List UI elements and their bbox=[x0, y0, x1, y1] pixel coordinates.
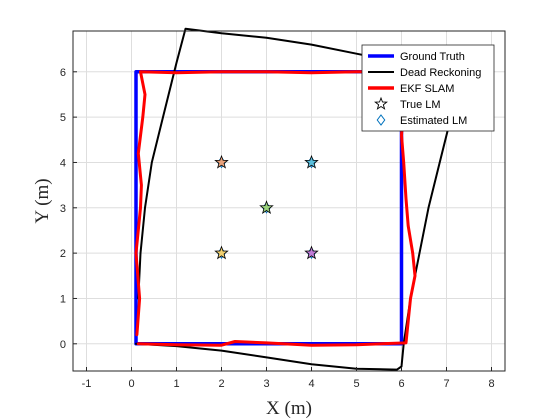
y-tick-label: 4 bbox=[60, 157, 66, 169]
x-tick-label: -1 bbox=[82, 378, 92, 390]
x-axis-label: X (m) bbox=[266, 398, 312, 419]
legend-swatch-true-lm bbox=[374, 96, 388, 110]
axis-ticks: -1 0 1 2 3 4 5 6 7 8 0 1 2 3 4 5 6 bbox=[60, 67, 495, 390]
legend-label-ekf-slam: EKF SLAM bbox=[400, 83, 454, 95]
x-tick-label: 6 bbox=[398, 378, 404, 390]
legend-swatch-estimated-lm bbox=[376, 114, 386, 126]
y-tick-label: 3 bbox=[60, 203, 66, 215]
plot-frame bbox=[72, 30, 506, 372]
x-tick-label: 3 bbox=[263, 378, 269, 390]
x-tick-label: 2 bbox=[218, 378, 224, 390]
y-tick-label: 6 bbox=[60, 67, 66, 79]
true-landmark-marker bbox=[304, 154, 319, 169]
x-tick-label: 4 bbox=[308, 378, 314, 390]
y-tick-label: 0 bbox=[60, 339, 66, 351]
true-landmark-marker bbox=[214, 245, 229, 260]
x-tick-label: 0 bbox=[128, 378, 134, 390]
true-landmark-marker bbox=[214, 154, 229, 169]
legend-label-ground-truth: Ground Truth bbox=[400, 51, 465, 63]
legend-label-true-lm: True LM bbox=[400, 99, 441, 111]
x-tick-label: 7 bbox=[443, 378, 449, 390]
y-tick-label: 2 bbox=[60, 248, 66, 260]
x-tick-label: 5 bbox=[353, 378, 359, 390]
y-tick-label: 5 bbox=[60, 112, 66, 124]
y-tick-label: 1 bbox=[60, 293, 66, 305]
x-tick-label: 1 bbox=[173, 378, 179, 390]
legend: Ground Truth Dead Reckoning EKF SLAM True L… bbox=[361, 44, 495, 132]
y-axis-label: Y (m) bbox=[32, 178, 53, 223]
legend-label-dead-reckoning: Dead Reckoning bbox=[400, 67, 481, 79]
landmark-layer bbox=[214, 154, 319, 260]
x-tick-label: 8 bbox=[488, 378, 494, 390]
legend-label-estimated-lm: Estimated LM bbox=[400, 115, 467, 127]
true-landmark-marker bbox=[304, 245, 319, 260]
true-landmark-marker bbox=[259, 200, 274, 214]
